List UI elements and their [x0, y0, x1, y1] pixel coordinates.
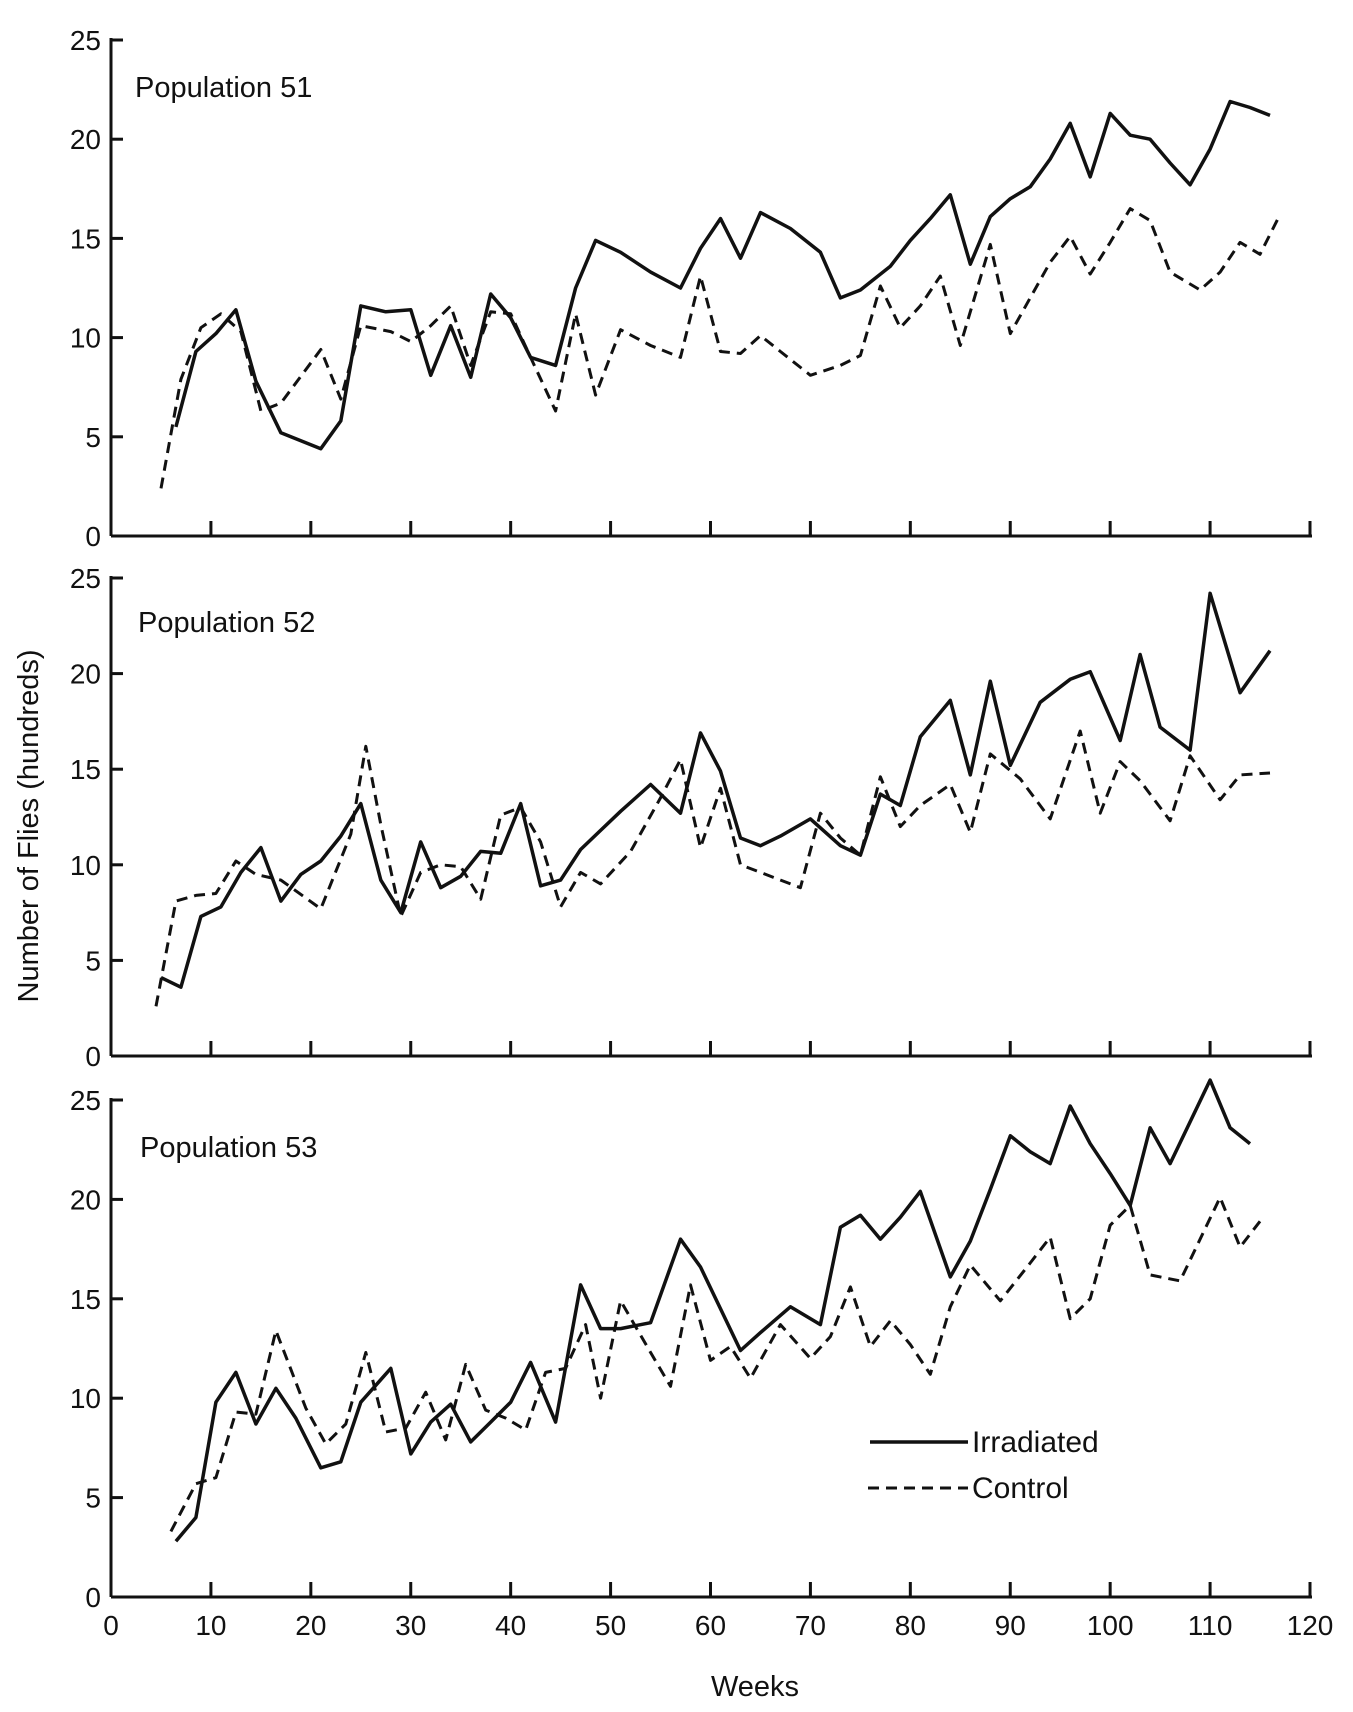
x-tick-label: 120	[1287, 1610, 1334, 1641]
x-tick-label: 40	[495, 1610, 526, 1641]
y-axis-title: Number of Flies (hundreds)	[13, 650, 45, 1003]
x-tick-label: 100	[1087, 1610, 1134, 1641]
series-line-control	[154, 729, 1271, 1007]
y-tick-label: 5	[85, 945, 101, 976]
panel-2: 0 5 10 15 20 25 Population 52	[70, 563, 1312, 1072]
x-tick-label: 90	[995, 1610, 1026, 1641]
y-tick-label: 0	[85, 1041, 101, 1072]
legend-control-label: Control	[972, 1472, 1069, 1505]
y-tick-label: 20	[70, 124, 101, 155]
series-line-irradiated	[174, 99, 1271, 451]
y-tick-label: 10	[70, 850, 101, 881]
legend-irradiated-label: Irradiated	[972, 1426, 1099, 1459]
x-tick-label: 110	[1188, 1610, 1233, 1641]
panels: 0 5 10 15 20 25 Population 51 0 5 10 15 20 25 Populat…	[70, 25, 1334, 1641]
x-axis-title: Weeks	[711, 1671, 799, 1703]
y-tick-label: 10	[70, 1383, 101, 1414]
x-tick-label: 60	[695, 1610, 726, 1641]
y-tick-label: 20	[70, 1184, 101, 1215]
y-tick-label: 5	[85, 422, 101, 453]
panel-title: Population 52	[138, 607, 315, 639]
x-tick-label: 10	[195, 1610, 226, 1641]
y-tick-label: 15	[70, 223, 101, 254]
y-tick-label: 20	[70, 659, 101, 690]
series-line-irradiated	[160, 591, 1272, 989]
y-tick-label: 25	[70, 1085, 101, 1116]
y-tick-label: 15	[70, 1284, 101, 1315]
series-line-irradiated	[174, 1078, 1252, 1543]
panel-title: Population 53	[140, 1132, 317, 1164]
series-line-control	[169, 1195, 1262, 1533]
y-tick-label: 15	[70, 754, 101, 785]
legend: Irradiated Control	[868, 1426, 1099, 1505]
x-tick-label: 20	[295, 1610, 326, 1641]
y-tick-label: 10	[70, 323, 101, 354]
x-tick-label: 70	[795, 1610, 826, 1641]
panel-1: 0 5 10 15 20 25 Population 51	[70, 25, 1312, 552]
y-tick-label: 25	[70, 563, 101, 594]
panel-title: Population 51	[135, 72, 312, 104]
x-tick-label: 30	[395, 1610, 426, 1641]
y-tick-label: 0	[85, 1582, 101, 1613]
x-tick-label: 0	[103, 1610, 119, 1641]
series-line-control	[159, 207, 1282, 489]
y-tick-label: 25	[70, 25, 101, 56]
y-tick-label: 0	[85, 521, 101, 552]
x-tick-label: 80	[895, 1610, 926, 1641]
y-tick-label: 5	[85, 1483, 101, 1514]
x-tick-label: 50	[595, 1610, 626, 1641]
panel-3: 0 5 10 15 20 25 0 10 20 30 40 50 60 70 80 90 100 110 120 Po…	[70, 1078, 1334, 1641]
